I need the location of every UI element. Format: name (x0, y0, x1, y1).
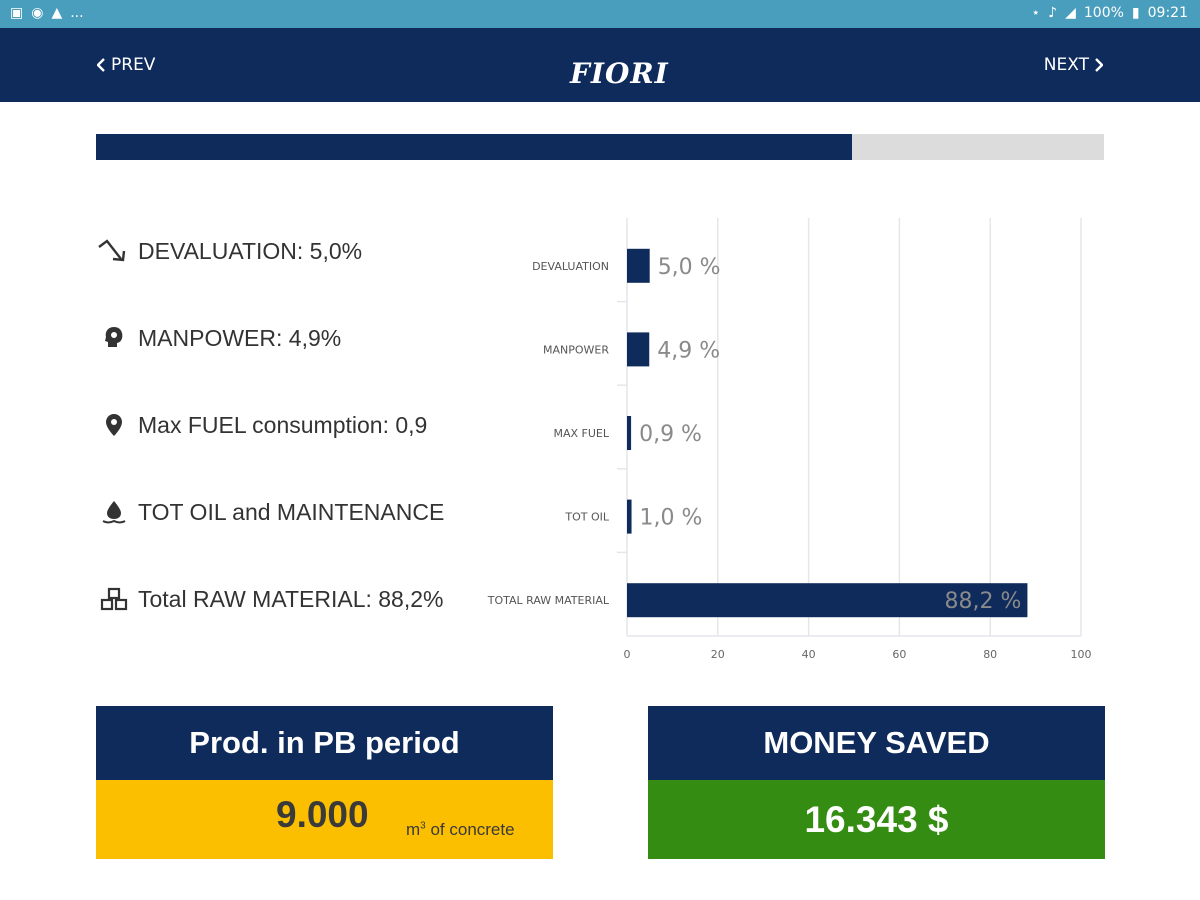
cost-text: DEVALUATION: 5,0% (138, 237, 363, 264)
progress-fill (96, 134, 852, 160)
bluetooth-icon: ⋆ (1031, 5, 1041, 21)
cost-text: Total RAW MATERIAL: 88,2% (138, 585, 444, 612)
chevron-right-icon (1095, 58, 1103, 72)
data-label: 88,2 % (945, 589, 1022, 614)
next-label: NEXT (1043, 55, 1089, 75)
status-right: ⋆ ♪ ◢ 100% ▮ 09:21 (1031, 5, 1188, 21)
battery-percent: 100% (1083, 5, 1124, 21)
cost-item-manpower: MANPOWER: 4,9% (96, 318, 466, 358)
prev-button[interactable]: PREV (97, 28, 155, 102)
x-tick-label: 100 (1071, 648, 1092, 661)
status-left: ▣ ◉ ▲ ... (10, 5, 84, 21)
at-icon: ◉ (31, 5, 44, 21)
x-tick-label: 0 (624, 648, 631, 661)
bar (627, 499, 632, 534)
category-label: MAX FUEL (553, 427, 609, 440)
cost-item-devaluation: DEVALUATION: 5,0% (96, 231, 466, 271)
cost-text: Max FUEL consumption: 0,9 (138, 411, 428, 438)
prod-unit-sup: 3 (420, 820, 426, 832)
data-label: 5,0 % (658, 255, 721, 280)
bar (627, 248, 650, 283)
stacked-boxes-icon (96, 584, 132, 614)
cost-text: MANPOWER: 4,9% (138, 324, 342, 351)
data-label: 1,0 % (640, 506, 703, 531)
oil-drop-icon (96, 497, 132, 527)
x-tick-label: 80 (983, 648, 997, 661)
category-label: TOTAL RAW MATERIAL (487, 594, 610, 607)
money-value: 16.343 $ (804, 798, 949, 840)
status-bar: ▣ ◉ ▲ ... ⋆ ♪ ◢ 100% ▮ 09:21 (0, 0, 1200, 28)
chevron-left-icon (97, 58, 105, 72)
cost-item-tot-oil: TOT OIL and MAINTENANCE (96, 492, 466, 532)
money-card-title: MONEY SAVED (648, 706, 1105, 780)
more-notifications-icon: ... (70, 5, 84, 21)
chart-svg: 0 20 40 60 80 100 DEVALUATION 5,0 % MANPOWER 4,9 … (487, 218, 1092, 661)
battery-icon: ▮ (1131, 5, 1140, 21)
category-label: MANPOWER (543, 343, 609, 356)
mute-icon: ♪ (1048, 5, 1058, 21)
category-label: DEVALUATION (532, 260, 609, 273)
data-label: 0,9 % (639, 422, 702, 447)
data-label: 4,9 % (657, 338, 720, 363)
x-tick-label: 40 (802, 648, 816, 661)
prev-label: PREV (111, 55, 156, 75)
progress-bar (96, 134, 1104, 160)
bar (627, 332, 650, 367)
x-tick-label: 20 (711, 648, 725, 661)
nav-bar: PREV FIORI NEXT (0, 28, 1200, 102)
cost-list: DEVALUATION: 5,0% MANPOWER: 4,9% Max FUE… (96, 215, 466, 645)
head-gear-icon (96, 323, 132, 353)
location-pin-icon (96, 410, 132, 440)
x-tick-label: 60 (892, 648, 906, 661)
prod-unit-prefix: m (406, 820, 421, 839)
bar (627, 416, 632, 450)
money-card-body: 16.343 $ (648, 780, 1105, 859)
signal-icon: ◢ (1065, 5, 1076, 21)
prod-value: 9.000 (276, 794, 369, 835)
prod-card-body: 9.000 m3 of concrete (96, 780, 553, 859)
cost-text: TOT OIL and MAINTENANCE (138, 498, 445, 525)
fiori-logo: FIORI (570, 57, 669, 90)
trending-down-icon (96, 236, 132, 266)
bar (627, 583, 1028, 618)
warning-icon: ▲ (51, 5, 63, 21)
image-icon: ▣ (10, 5, 24, 21)
clock: 09:21 (1147, 5, 1188, 21)
prod-card: Prod. in PB period 9.000 m3 of concrete (96, 706, 553, 859)
next-button[interactable]: NEXT (1044, 28, 1103, 102)
money-card: MONEY SAVED 16.343 $ (648, 706, 1105, 859)
category-label: TOT OIL (564, 511, 609, 524)
prod-unit: m3 of concrete (406, 820, 515, 840)
cost-item-max-fuel: Max FUEL consumption: 0,9 (96, 405, 466, 445)
cost-bar-chart: 0 20 40 60 80 100 DEVALUATION 5,0 % MANPOWER 4,9 … (470, 212, 1110, 674)
prod-card-title: Prod. in PB period (96, 706, 553, 780)
prod-unit-suffix: of concrete (425, 820, 515, 839)
cost-item-raw-material: Total RAW MATERIAL: 88,2% (96, 579, 466, 619)
